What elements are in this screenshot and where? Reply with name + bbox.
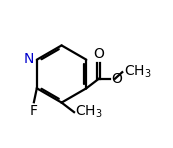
Text: CH$_3$: CH$_3$: [124, 64, 151, 80]
Text: F: F: [29, 104, 37, 118]
Text: N: N: [23, 52, 34, 66]
Text: CH$_3$: CH$_3$: [75, 104, 103, 120]
Text: O: O: [93, 47, 104, 61]
Text: O: O: [112, 72, 123, 86]
